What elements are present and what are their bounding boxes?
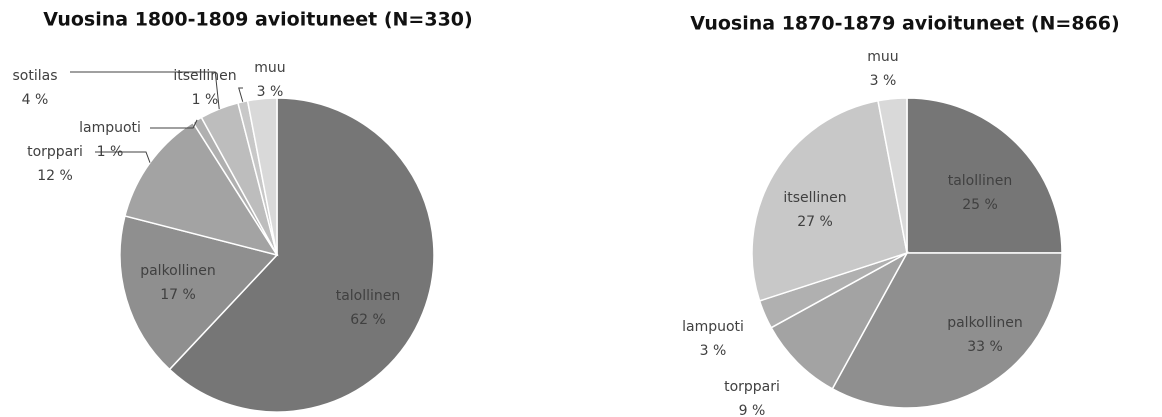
value-label: 1 % [192, 92, 219, 108]
slice-label: talollinen [336, 288, 401, 304]
slice-label: itsellinen [173, 68, 236, 84]
slice-label: talollinen [948, 173, 1013, 189]
pie-slice [877, 97, 908, 254]
pie-slice [124, 121, 279, 257]
value-label: 4 % [22, 92, 49, 108]
value-label: 9 % [739, 403, 766, 417]
slice-label: palkollinen [140, 263, 216, 279]
value-label: 17 % [160, 287, 196, 303]
value-label: 3 % [870, 73, 897, 89]
slice-label: lampuoti [79, 120, 141, 136]
slice-label: muu [867, 49, 898, 65]
slice-label: palkollinen [947, 315, 1023, 331]
leader-line [95, 151, 151, 163]
value-label: 3 % [257, 84, 284, 100]
leader-line [70, 71, 220, 110]
leader-line [238, 87, 244, 102]
pie-slice [119, 215, 279, 371]
pie-slice [906, 97, 1063, 254]
slice-label: muu [254, 60, 285, 76]
value-label: 62 % [350, 312, 386, 328]
slice-label: torppari [724, 379, 780, 395]
pie-slice [831, 252, 1063, 409]
leader-line [150, 119, 198, 129]
value-label: 1 % [97, 144, 124, 160]
slice-label: itsellinen [783, 190, 846, 206]
pie-slice [751, 99, 908, 302]
pie-slice [770, 251, 909, 390]
value-label: 25 % [962, 197, 998, 213]
value-label: 3 % [700, 343, 727, 359]
slice-label: sotilas [12, 68, 57, 84]
slice-label: torppari [27, 144, 83, 160]
value-label: 27 % [797, 214, 833, 230]
pie-slice [168, 97, 435, 413]
chart-title: Vuosina 1800-1809 avioituneet (N=330) [43, 9, 472, 31]
slice-label: lampuoti [682, 319, 744, 335]
chart-title: Vuosina 1870-1879 avioituneet (N=866) [690, 13, 1119, 35]
pie-slice [246, 97, 278, 256]
value-label: 12 % [37, 168, 73, 184]
value-label: 33 % [967, 339, 1003, 355]
